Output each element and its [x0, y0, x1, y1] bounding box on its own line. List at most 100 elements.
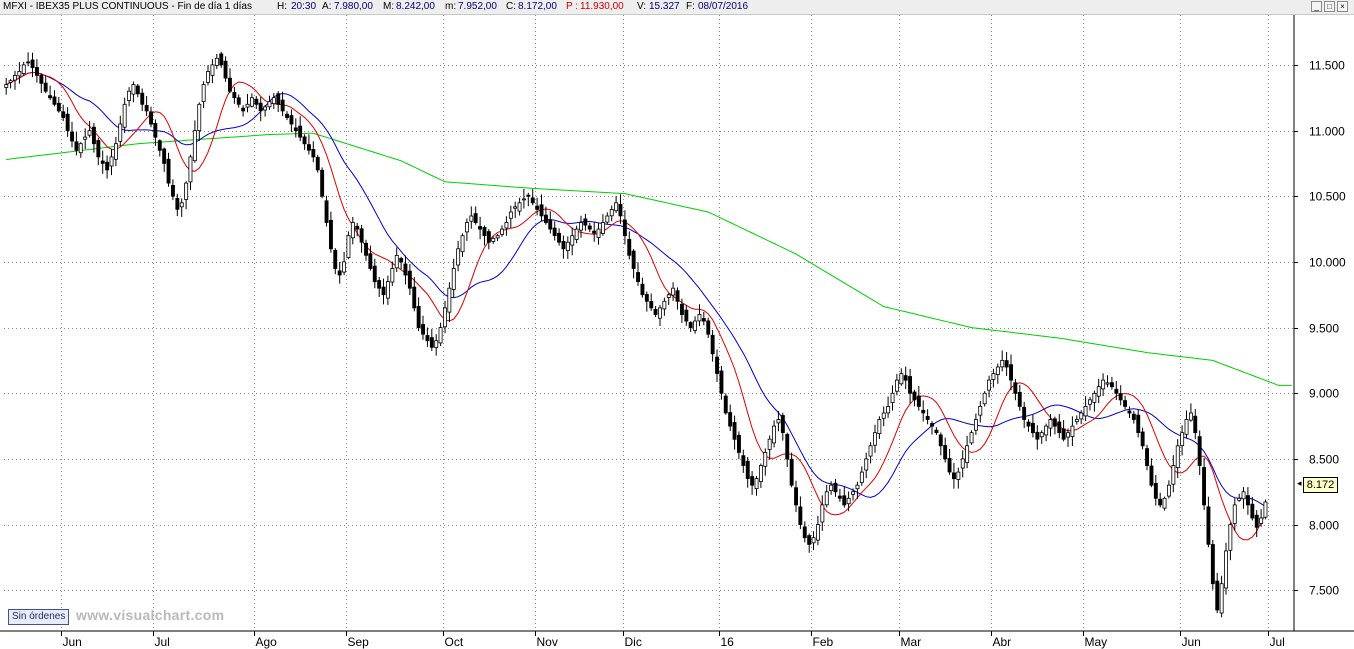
candle-body — [671, 287, 676, 296]
candle-body — [324, 200, 329, 223]
candle-body — [1031, 422, 1035, 434]
watermark: www.visualchart.com — [76, 607, 225, 623]
candle-body — [816, 524, 820, 541]
candle-body — [1092, 392, 1097, 403]
candle-body — [52, 96, 57, 105]
candle-body — [1219, 583, 1224, 614]
last-price-arrow-icon: ◂ — [1297, 478, 1302, 488]
candle-body — [429, 337, 434, 348]
candle-body — [960, 458, 965, 469]
candle-body — [43, 82, 48, 92]
p-label: P : — [566, 1, 579, 12]
candle-body — [381, 286, 386, 296]
candle-body — [201, 84, 206, 102]
candle-body — [175, 197, 180, 210]
candle-body — [759, 465, 763, 483]
candle-body — [421, 324, 425, 335]
candle-body — [153, 123, 158, 138]
candle-body — [609, 208, 614, 217]
candle-body — [728, 412, 733, 427]
candle-body — [789, 458, 794, 486]
candle-body — [776, 419, 781, 424]
candle-body — [991, 373, 996, 380]
x-tick-label: Jul — [155, 635, 170, 649]
candle-body — [978, 405, 983, 416]
candle-body — [8, 80, 13, 83]
candle-body — [780, 415, 785, 434]
candle-body — [135, 85, 140, 95]
min-value: 7.952,00 — [458, 1, 497, 12]
candle-body — [798, 506, 803, 525]
ma-slow-line — [6, 132, 1292, 386]
x-tick-label: 16 — [721, 635, 735, 649]
maximize-button[interactable]: □ — [1324, 1, 1335, 12]
candle-body — [846, 497, 851, 505]
candle-body — [890, 392, 895, 403]
candle-body — [96, 140, 101, 158]
symbol-title: MFXI - IBEX35 PLUS CONTINUOUS - Fin de d… — [3, 1, 252, 12]
candle-body — [456, 248, 461, 266]
candle-body — [1009, 364, 1013, 381]
candle-body — [1101, 379, 1106, 390]
candle-body — [873, 432, 877, 446]
candle-body — [359, 228, 364, 243]
candle-body — [1254, 514, 1259, 528]
candle-body — [544, 214, 548, 223]
candle-body — [1026, 421, 1031, 427]
candle-body — [78, 143, 83, 154]
candle-body — [548, 219, 553, 230]
candle-body — [1149, 465, 1154, 486]
y-tick-label: 10.500 — [1309, 190, 1346, 204]
x-tick-label: Jun — [1182, 635, 1201, 649]
candle-body — [434, 340, 439, 349]
candle-body — [1131, 413, 1136, 420]
candle-body — [513, 206, 518, 209]
candle-body — [219, 53, 224, 66]
c-value: 8.172,00 — [518, 1, 557, 12]
candle-body — [881, 412, 886, 419]
orders-status-button[interactable]: Sin órdenes — [8, 609, 70, 625]
candle-body — [1127, 410, 1132, 414]
candle-body — [425, 335, 430, 342]
candle-body — [394, 254, 399, 269]
candle-body — [587, 225, 592, 230]
close-button[interactable]: × — [1337, 1, 1348, 12]
f-label: F: — [686, 1, 695, 12]
candle-body — [35, 67, 39, 76]
minimize-button[interactable]: _ — [1311, 1, 1322, 12]
candle-body — [337, 270, 342, 276]
v-value: 15.327 — [649, 1, 680, 12]
m-value: 8.242,00 — [396, 1, 435, 12]
candle-body — [236, 97, 241, 105]
candle-body — [895, 379, 899, 392]
candle-body — [368, 253, 373, 269]
candle-body — [1000, 359, 1005, 368]
candle-body — [535, 205, 540, 210]
candle-body — [868, 445, 873, 457]
candle-body — [557, 232, 561, 243]
window-buttons: _ □ × — [1311, 1, 1348, 12]
candle-body — [92, 126, 96, 145]
candle-body — [701, 318, 706, 322]
candle-body — [1017, 391, 1022, 407]
h-value: 20:30 — [291, 1, 317, 12]
candle-body — [227, 77, 232, 92]
candle-body — [1088, 399, 1092, 405]
candle-body — [842, 495, 847, 506]
m-label: M: — [383, 1, 395, 12]
x-tick-label: Nov — [537, 635, 558, 649]
candle-body — [1193, 415, 1198, 434]
candle-body — [4, 84, 9, 88]
x-tick-label: Ago — [256, 635, 278, 649]
candle-body — [688, 322, 693, 328]
candle-body — [311, 148, 316, 158]
candle-body — [737, 434, 741, 453]
candle-body — [539, 204, 544, 217]
candle-body — [622, 219, 627, 237]
candle-body — [74, 141, 79, 151]
candle-body — [451, 268, 456, 290]
candle-body — [258, 102, 263, 112]
candle-body — [438, 327, 443, 344]
last-price-label: 8.172 — [1303, 477, 1338, 493]
